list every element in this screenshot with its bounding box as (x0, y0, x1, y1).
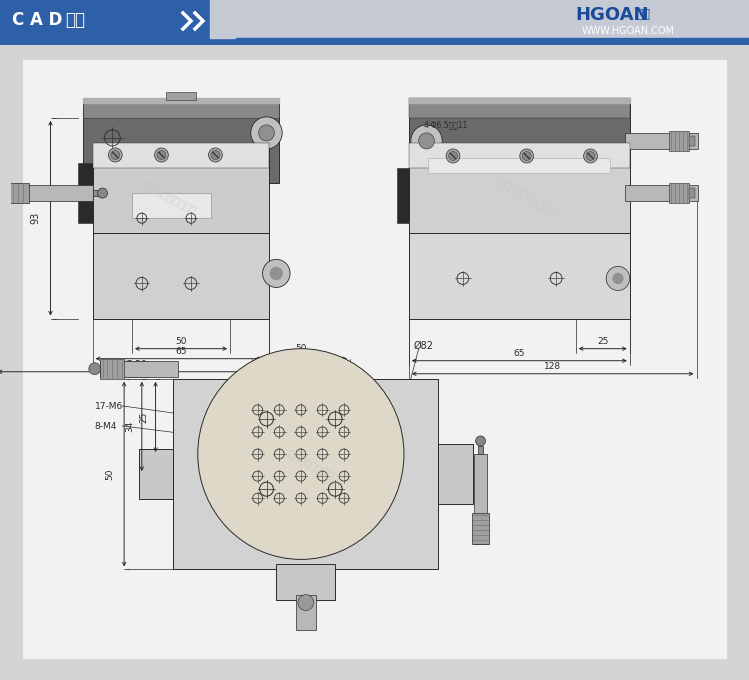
Bar (166, 92, 195, 100)
Text: 北京衡工仪器有限公司: 北京衡工仪器有限公司 (497, 177, 557, 215)
Circle shape (419, 133, 434, 149)
Circle shape (208, 148, 222, 162)
Circle shape (522, 152, 531, 160)
Bar (409, 98, 630, 183)
Bar (173, 379, 438, 569)
Polygon shape (210, 0, 235, 38)
Bar (83, 98, 279, 118)
Bar (139, 449, 173, 499)
Circle shape (520, 149, 533, 163)
Bar (93, 143, 270, 233)
Text: 25: 25 (295, 376, 306, 385)
Bar (669, 183, 688, 203)
Bar (409, 143, 630, 233)
Bar (83, 98, 279, 183)
Text: 北京衡工仪器有限公司: 北京衡工仪器有限公司 (139, 177, 198, 215)
Bar (473, 454, 488, 545)
Bar (478, 446, 484, 454)
Bar (93, 190, 100, 196)
Bar (0, 183, 29, 203)
Text: 50: 50 (295, 343, 306, 353)
Text: 17-M6: 17-M6 (94, 402, 123, 411)
Bar (409, 98, 630, 103)
Bar (472, 513, 489, 545)
Text: 65: 65 (514, 349, 525, 358)
Bar (296, 594, 315, 630)
Text: 128: 128 (544, 362, 561, 371)
Text: 图纸: 图纸 (65, 11, 85, 29)
Text: 4-Φ6.5沉孔̖11: 4-Φ6.5沉孔̖11 (424, 121, 468, 130)
Bar (0, 185, 93, 201)
Bar (397, 168, 409, 223)
Bar (688, 188, 694, 198)
Text: 北京衡工仪器有限公司: 北京衡工仪器有限公司 (286, 448, 346, 486)
Text: 34: 34 (125, 421, 134, 432)
Bar (625, 185, 699, 201)
Text: Ø82: Ø82 (413, 341, 434, 351)
Text: 25: 25 (597, 337, 608, 345)
Text: WWW.HGOAN.COM: WWW.HGOAN.COM (582, 26, 675, 36)
Text: 衡工: 衡工 (635, 8, 650, 22)
Circle shape (258, 125, 274, 141)
Bar (210, 0, 749, 38)
Bar (409, 98, 630, 118)
Bar (100, 360, 178, 377)
Circle shape (111, 150, 120, 160)
Bar (688, 136, 694, 146)
Circle shape (606, 267, 630, 290)
Circle shape (270, 267, 282, 279)
Circle shape (97, 188, 107, 198)
Circle shape (446, 149, 460, 163)
Bar (78, 163, 93, 223)
Circle shape (154, 148, 169, 162)
Bar (438, 444, 473, 504)
Polygon shape (175, 0, 210, 38)
Text: HGOAN: HGOAN (575, 6, 649, 24)
Text: 50: 50 (106, 469, 115, 480)
Text: 93: 93 (31, 212, 40, 224)
Bar (0, 38, 749, 45)
Bar (409, 143, 630, 168)
Bar (93, 233, 270, 318)
Bar (428, 158, 610, 173)
Bar (93, 143, 270, 168)
Circle shape (586, 152, 595, 160)
Text: C A D: C A D (12, 11, 62, 29)
Circle shape (410, 125, 442, 157)
Circle shape (449, 152, 458, 160)
Circle shape (89, 362, 100, 375)
Bar (409, 233, 630, 318)
Text: 65: 65 (175, 347, 187, 356)
Circle shape (263, 259, 290, 288)
Circle shape (251, 117, 282, 149)
Circle shape (211, 150, 220, 160)
Circle shape (476, 436, 485, 446)
Text: 137.50: 137.50 (116, 360, 148, 369)
Bar (100, 360, 149, 377)
Bar (669, 131, 688, 151)
Bar (276, 564, 336, 600)
Circle shape (157, 150, 166, 160)
Circle shape (298, 594, 314, 611)
Circle shape (613, 273, 623, 284)
Text: 50: 50 (175, 337, 187, 345)
Text: 25: 25 (139, 411, 149, 422)
Circle shape (198, 349, 404, 560)
Bar (83, 98, 279, 103)
Bar (132, 193, 210, 218)
Circle shape (583, 149, 598, 163)
Bar (100, 359, 124, 379)
Text: 8-M4: 8-M4 (94, 422, 117, 431)
Bar (625, 133, 699, 149)
Circle shape (109, 148, 122, 162)
